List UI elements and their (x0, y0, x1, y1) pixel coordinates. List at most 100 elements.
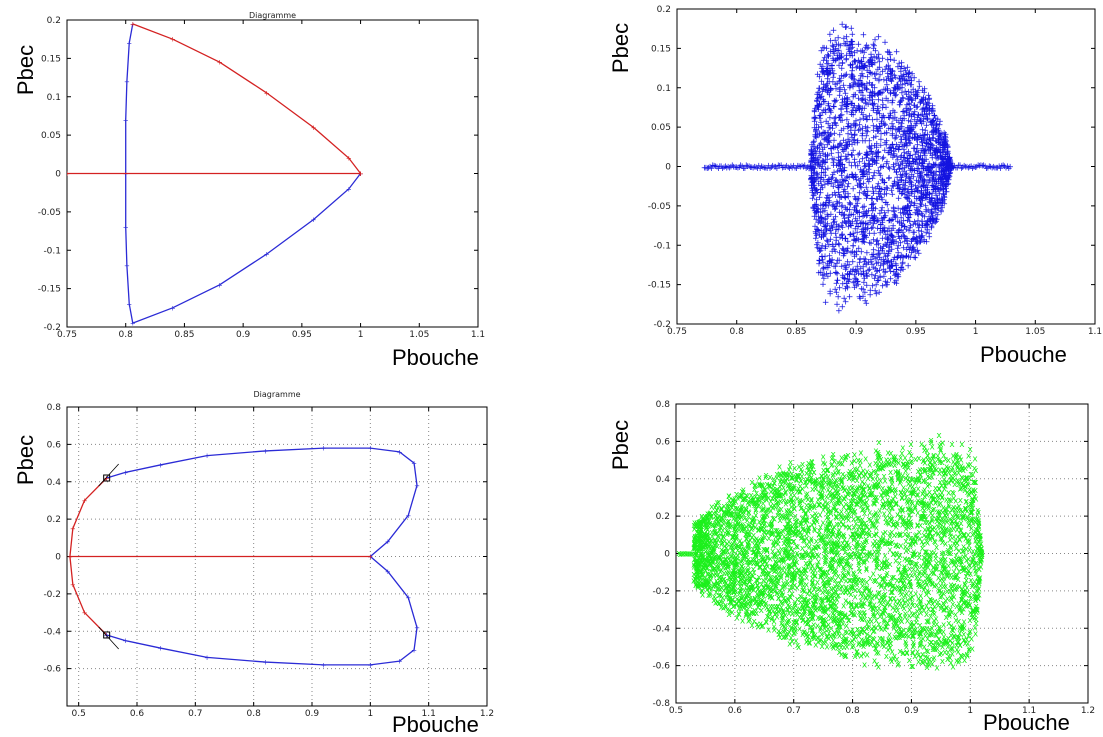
scatter-point: + (819, 68, 827, 78)
scatter-point: + (855, 176, 863, 186)
scatter-point: + (927, 137, 935, 147)
scatter-point: + (932, 175, 940, 185)
scatter-point: + (897, 132, 905, 142)
scatter-point: + (820, 136, 828, 146)
scatter-point: + (932, 217, 940, 227)
scatter-point: + (908, 110, 916, 120)
scatter-point: + (819, 255, 827, 265)
scatter-point: + (877, 141, 885, 151)
scatter-point: + (895, 242, 903, 252)
scatter-point: + (851, 120, 859, 130)
scatter-point: + (840, 145, 848, 155)
scatter-point: + (817, 139, 825, 149)
series-point: + (385, 538, 391, 546)
scatter-point: + (811, 175, 819, 185)
scatter-point: + (924, 216, 932, 226)
series-point: + (126, 40, 132, 48)
scatter-point: + (849, 64, 857, 74)
scatter-point: + (902, 135, 910, 145)
scatter-point: + (943, 150, 951, 160)
scatter-point: + (890, 208, 898, 218)
scatter-point: + (820, 85, 828, 95)
scatter-point: + (827, 130, 835, 140)
scatter-point: + (934, 204, 942, 214)
scatter-point: + (905, 173, 913, 183)
scatter-point: + (879, 244, 887, 254)
scatter-point: + (942, 130, 950, 140)
scatter-point: + (873, 156, 881, 166)
scatter-point: + (859, 124, 867, 134)
scatter-point: + (869, 194, 877, 204)
scatter-point: + (897, 161, 905, 171)
scatter-point: + (871, 217, 879, 227)
scatter-point: + (851, 274, 859, 284)
scatter-point: + (850, 279, 858, 289)
scatter-point: + (827, 68, 835, 78)
scatter-point: + (927, 163, 935, 173)
scatter-point: + (929, 153, 937, 163)
scatter-point: + (839, 181, 847, 191)
scatter-point: + (828, 247, 836, 257)
scatter-point: + (854, 62, 862, 72)
scatter-point: + (928, 205, 936, 215)
scatter-point: + (810, 138, 818, 148)
scatter-point: + (927, 168, 935, 178)
scatter-point: + (883, 241, 891, 251)
scatter-point: + (932, 167, 940, 177)
scatter-point: + (854, 150, 862, 160)
scatter-point: + (895, 272, 903, 282)
scatter-point: + (859, 62, 867, 72)
scatter-point: + (820, 222, 828, 232)
scatter-point: + (880, 119, 888, 129)
scatter-point: + (879, 155, 887, 165)
series-point: + (170, 304, 176, 312)
scatter-point: + (947, 159, 955, 169)
scatter-point: + (947, 157, 955, 167)
scatter-point: + (903, 169, 911, 179)
scatter-point: + (838, 72, 846, 82)
scatter-point: + (875, 95, 883, 105)
scatter-point: + (938, 204, 946, 214)
x-tick-label: 1.05 (409, 330, 429, 340)
scatter-point: + (920, 88, 928, 98)
scatter-point: + (858, 168, 866, 178)
x-tick-label: 1.2 (480, 709, 494, 719)
scatter-point: + (816, 148, 824, 158)
scatter-point: + (947, 163, 955, 173)
scatter-point: + (863, 260, 871, 270)
scatter-point: + (916, 82, 924, 92)
scatter-point: + (860, 179, 868, 189)
scatter-point: + (864, 43, 872, 53)
scatter-point: + (870, 90, 878, 100)
scatter-point: + (869, 150, 877, 160)
scatter-point: + (901, 76, 909, 86)
scatter-point: + (815, 84, 823, 94)
scatter-point: + (823, 155, 831, 165)
series-line (106, 556, 418, 666)
scatter-point: + (944, 165, 952, 175)
scatter-point: + (900, 111, 908, 121)
scatter-point: + (819, 95, 827, 105)
scatter-point: + (945, 159, 953, 169)
scatter-point: + (905, 192, 913, 202)
scatter-point: + (939, 154, 947, 164)
scatter-point: + (934, 195, 942, 205)
scatter-point: + (873, 259, 881, 269)
scatter-point: + (869, 101, 877, 111)
scatter-point: + (811, 115, 819, 125)
scatter-point: + (921, 147, 929, 157)
scatter-point: + (856, 105, 864, 115)
scatter-point: + (929, 127, 937, 137)
scatter-point: + (946, 169, 954, 179)
scatter-point: + (827, 85, 835, 95)
scatter-point: + (851, 249, 859, 259)
scatter-point: + (874, 127, 882, 137)
scatter-point: + (902, 127, 910, 137)
scatter-point: + (816, 173, 824, 183)
scatter-point: + (818, 169, 826, 179)
scatter-point: + (942, 171, 950, 181)
scatter-point: + (941, 172, 949, 182)
scatter-point: + (830, 161, 838, 171)
scatter-point: + (911, 166, 919, 176)
scatter-point: + (924, 105, 932, 115)
